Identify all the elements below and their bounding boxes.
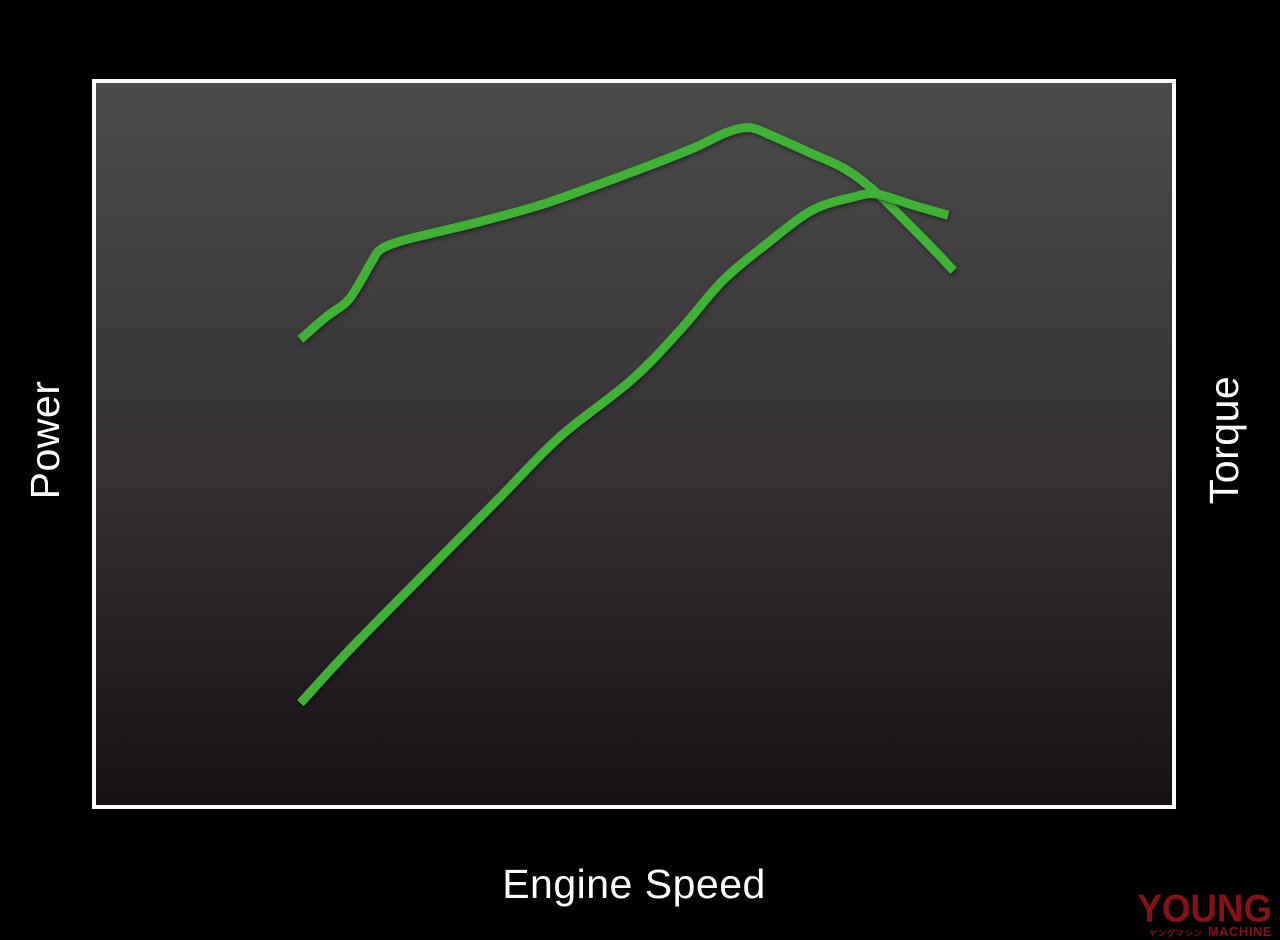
logo-machine-text: MACHINE <box>1207 924 1272 939</box>
logo-young-text: YOUNG <box>1137 885 1272 931</box>
torque-curve <box>297 123 957 343</box>
y-axis-label-torque: Torque <box>1201 375 1247 505</box>
x-axis-label: Engine Speed <box>502 861 766 907</box>
power-curve <box>297 189 950 707</box>
chart-plot-area <box>92 79 1176 809</box>
logo-subline: ヤングマシン MACHINE <box>1140 925 1272 938</box>
curves-svg <box>297 123 957 707</box>
y-axis-label-power: Power <box>22 380 68 500</box>
young-machine-logo: YOUNG ヤングマシン MACHINE <box>1137 885 1272 938</box>
logo-katakana-text: ヤングマシン <box>1148 929 1203 938</box>
